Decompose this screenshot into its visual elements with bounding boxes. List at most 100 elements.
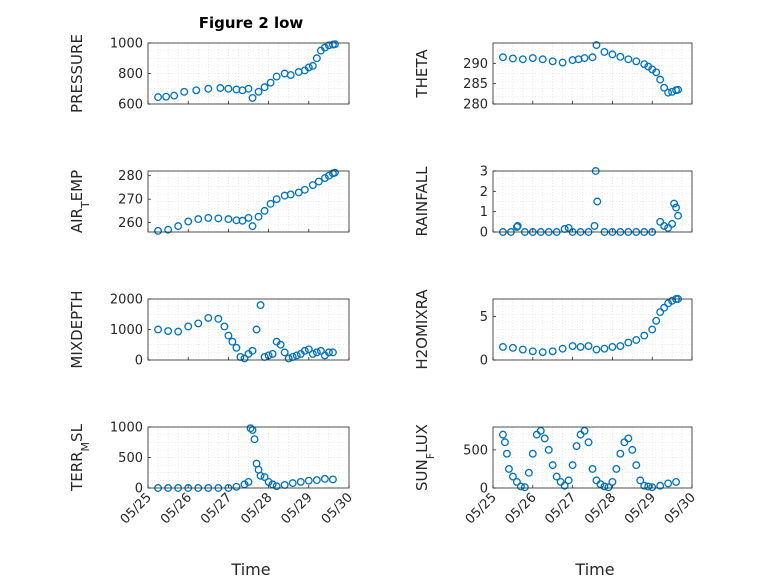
- y-axis-label: RAINFALL: [413, 166, 431, 237]
- panel-mixdepth: 0 1000 2000 MIXDEPTH: [68, 290, 350, 369]
- data-point: [664, 479, 673, 488]
- data-point: [316, 346, 325, 355]
- data-point: [286, 71, 295, 79]
- y-tick-label: 0: [480, 482, 488, 497]
- data-point: [292, 351, 301, 360]
- data-point: [652, 316, 661, 325]
- data-point: [312, 348, 321, 357]
- y-tick-label: 1000: [110, 37, 143, 52]
- y-tick-label: 290: [463, 57, 488, 72]
- data-point: [590, 221, 599, 230]
- data-point: [548, 461, 557, 470]
- data-point: [252, 325, 261, 334]
- data-point: [260, 206, 269, 215]
- data-point: [204, 213, 213, 222]
- y-tick-label: 260: [118, 216, 143, 231]
- data-point: [296, 477, 305, 486]
- data-point: [560, 481, 569, 490]
- data-point: [314, 177, 323, 186]
- data-point: [668, 219, 677, 228]
- data-point: [674, 85, 683, 94]
- data-point: [604, 483, 613, 492]
- data-point: [592, 345, 601, 354]
- y-axis-label: THETA: [413, 49, 431, 99]
- y-tick-label: 1000: [110, 421, 143, 436]
- y-axis-label: AIRTEMP: [68, 170, 92, 233]
- data-point: [580, 54, 589, 62]
- data-point: [266, 199, 275, 208]
- x-tick-label: 05/26: [503, 490, 540, 527]
- data-point: [592, 41, 601, 49]
- x-axis-label-left: Time: [230, 560, 270, 579]
- chart-title: Figure 2 low: [199, 14, 304, 32]
- data-point: [624, 338, 633, 347]
- data-point: [512, 477, 521, 486]
- data-point: [512, 222, 521, 231]
- data-point: [540, 434, 549, 443]
- x-tick-label: 05/28: [582, 490, 619, 527]
- data-point: [652, 68, 661, 77]
- data-point: [232, 343, 241, 352]
- data-point: [636, 476, 645, 485]
- data-point: [248, 346, 257, 355]
- data-point: [552, 472, 561, 481]
- panel-air-temp: 260 270 280 AIRTEMP: [68, 168, 350, 235]
- data-point: [304, 476, 313, 485]
- panel-h2omixra: 0 5 H2OMIXRA: [413, 289, 693, 370]
- x-tick-label: 05/30: [662, 490, 699, 527]
- data-point: [254, 212, 263, 221]
- data-point: [276, 340, 285, 349]
- data-point: [216, 84, 225, 92]
- data-point: [288, 479, 297, 488]
- data-point: [164, 327, 173, 335]
- data-point: [320, 43, 329, 52]
- data-point: [254, 87, 263, 96]
- x-tick-label: 05/28: [238, 490, 275, 527]
- data-point: [660, 221, 669, 230]
- data-point: [320, 474, 329, 483]
- data-point: [548, 57, 557, 66]
- data-point: [632, 57, 641, 66]
- data-point: [672, 203, 681, 212]
- data-point: [608, 50, 617, 59]
- data-point: [244, 213, 253, 222]
- panel-pressure: 600 800 1000 PRESSURE: [68, 34, 350, 113]
- data-point: [516, 482, 525, 491]
- data-point: [616, 342, 625, 351]
- data-point: [304, 345, 313, 354]
- data-point: [240, 354, 249, 363]
- data-point: [499, 53, 507, 62]
- data-point: [504, 464, 513, 473]
- data-point: [304, 63, 313, 72]
- data-point: [256, 301, 265, 310]
- data-point: [248, 222, 257, 231]
- y-tick-label: 1000: [110, 323, 143, 338]
- axes-box: [492, 426, 693, 489]
- data-point: [656, 75, 665, 84]
- data-point: [564, 476, 573, 485]
- axes-box: [147, 170, 350, 233]
- data-point: [664, 223, 673, 232]
- data-point: [544, 445, 553, 454]
- data-point: [308, 181, 317, 190]
- data-point: [280, 348, 289, 357]
- x-axis-label-right: Time: [574, 560, 614, 579]
- data-point: [224, 84, 233, 93]
- data-point: [272, 195, 281, 204]
- data-point: [538, 348, 547, 357]
- data-point: [528, 347, 537, 356]
- data-point: [660, 83, 669, 92]
- data-point: [640, 481, 649, 490]
- data-point: [232, 482, 241, 491]
- x-tick-label: 05/29: [622, 490, 659, 527]
- data-point: [312, 476, 321, 485]
- panel-theta: 280 285 290 THETA: [413, 41, 693, 113]
- data-point: [600, 482, 609, 491]
- data-point: [300, 185, 309, 194]
- y-tick-label: 3: [480, 165, 488, 180]
- y-tick-label: 280: [463, 98, 488, 113]
- data-point: [256, 471, 265, 480]
- y-tick-label: 0: [135, 482, 143, 497]
- data-point: [640, 60, 649, 69]
